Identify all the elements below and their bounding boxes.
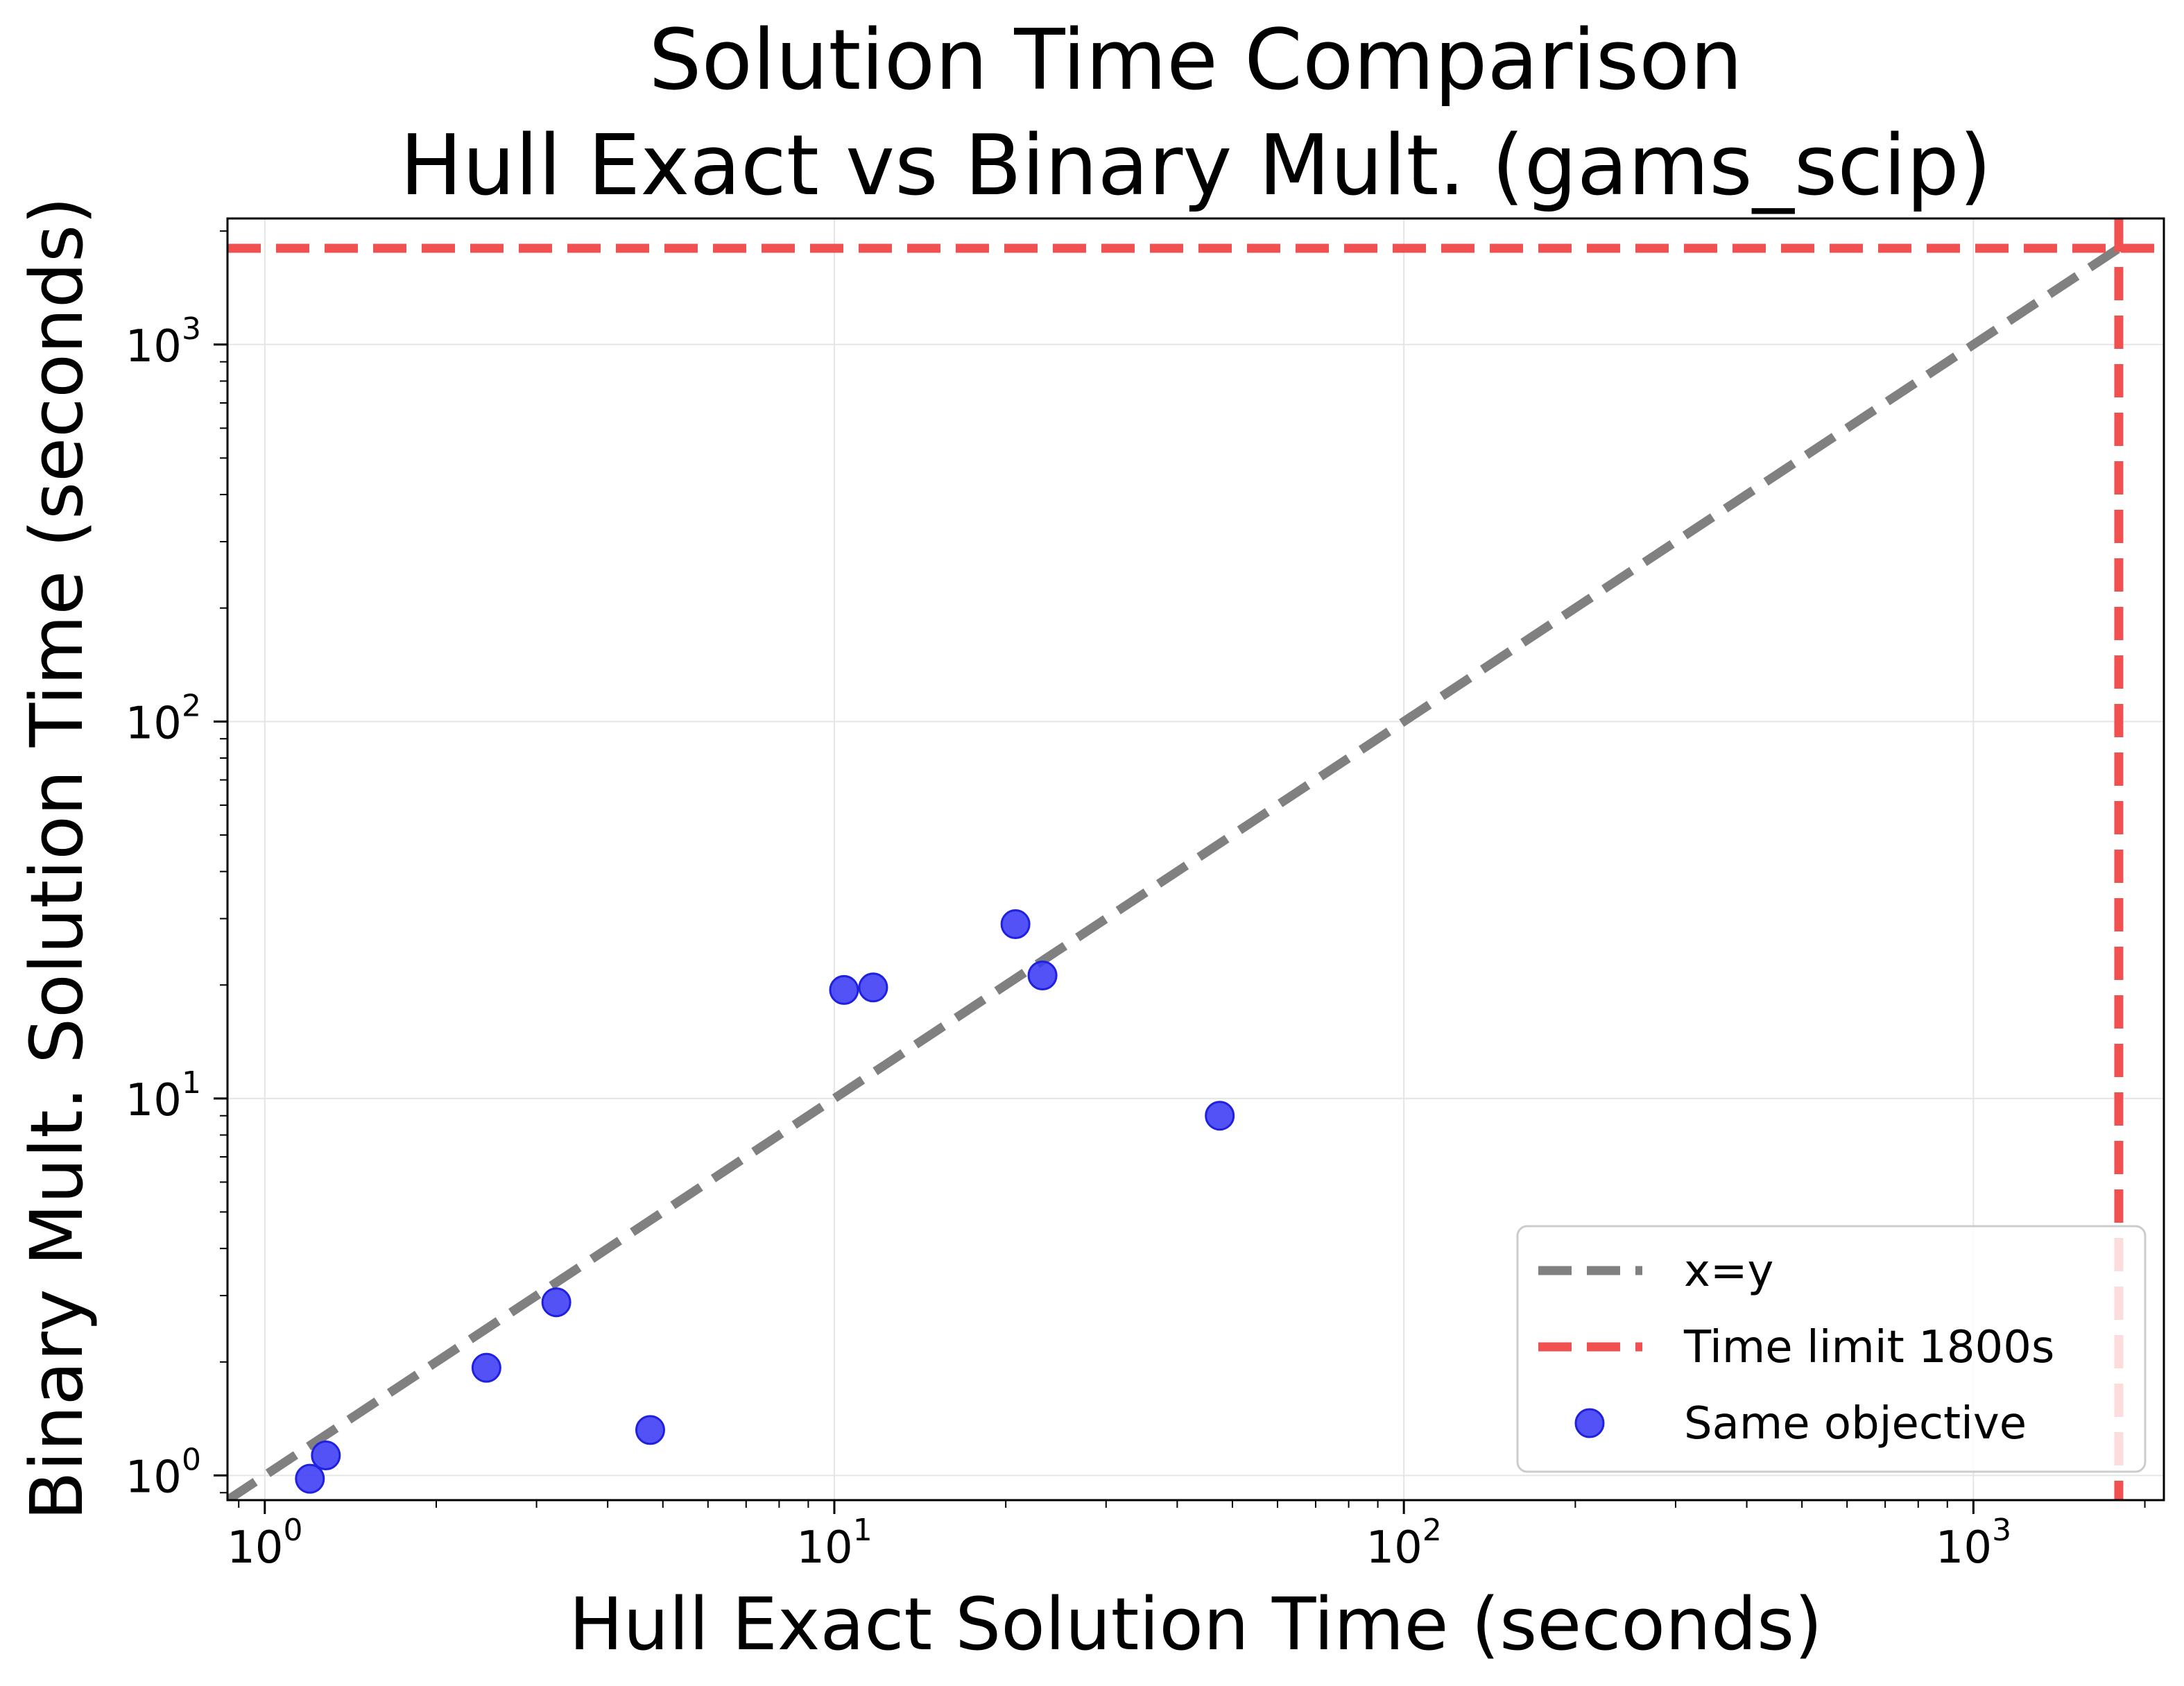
- x-tick-label: 101: [796, 1513, 872, 1574]
- legend-marker-swatch: [1574, 1408, 1605, 1438]
- plot-frame: [226, 217, 2165, 1502]
- scatter-point: [1000, 909, 1031, 940]
- x-tick-label: 102: [1366, 1513, 1441, 1574]
- y-tick-label: 102: [126, 688, 201, 749]
- scatter-point: [1027, 960, 1058, 990]
- scatter-point: [1205, 1101, 1235, 1131]
- chart-title-line2: Hull Exact vs Binary Mult. (gams_scip): [399, 118, 1991, 214]
- y-tick-label: 103: [126, 311, 201, 372]
- scatter-point: [541, 1287, 571, 1318]
- data-points: [295, 909, 1235, 1494]
- scatter-point: [829, 974, 859, 1005]
- x-tick-label: 100: [227, 1513, 302, 1574]
- legend-box: [1516, 1225, 2147, 1473]
- y-axis-label: Binary Mult. Solution Time (seconds): [15, 196, 99, 1520]
- scatter-point: [311, 1440, 341, 1471]
- grid: [227, 218, 2164, 1500]
- x-tick-label: 103: [1936, 1513, 2011, 1574]
- legend-label: x=y: [1684, 1246, 1773, 1297]
- scatter-point: [295, 1463, 325, 1494]
- x-axis-label: Hull Exact Solution Time (seconds): [569, 1582, 1823, 1667]
- y-tick-label: 101: [126, 1065, 201, 1126]
- legend-label: Time limit 1800s: [1683, 1322, 2054, 1373]
- axis-ticks: 100 101 102 103 100 101 102 103: [126, 230, 2146, 1574]
- scatter-point: [858, 972, 888, 1003]
- chart-title-line1: Solution Time Comparison: [648, 12, 1742, 109]
- legend: x=y Time limit 1800s Same objective: [1516, 1225, 2147, 1473]
- y-tick-label: 100: [126, 1442, 201, 1503]
- scatter-point: [471, 1352, 501, 1383]
- xy-diagonal-line: [227, 244, 2122, 1500]
- scatter-point: [635, 1415, 665, 1445]
- legend-label: Same objective: [1684, 1398, 2027, 1450]
